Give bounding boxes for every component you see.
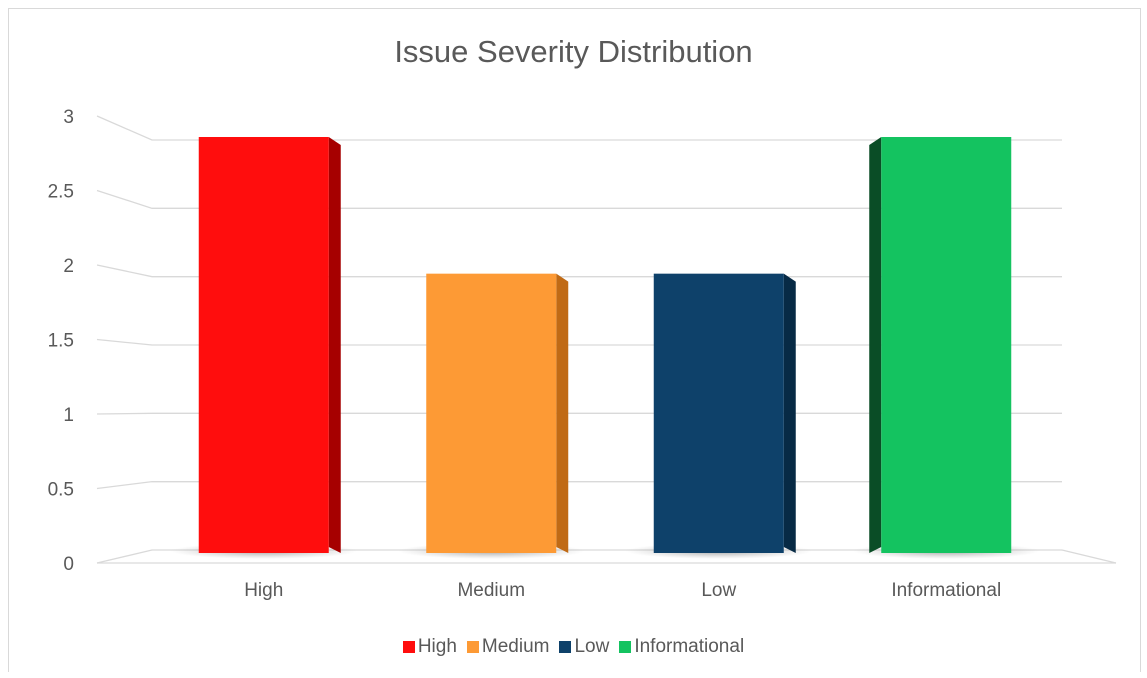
legend-label: Medium: [481, 636, 550, 657]
legend-item: Low: [559, 636, 609, 658]
x-tick-label: Low: [701, 580, 736, 601]
legend: High Medium Low Informational: [0, 636, 1147, 658]
legend-label: High: [417, 636, 457, 657]
y-tick-label: 1: [63, 405, 74, 426]
y-tick-label: 0: [63, 554, 74, 575]
gridline: [96, 115, 1062, 141]
y-tick-label: 1.5: [48, 331, 74, 352]
bar-high: [198, 137, 329, 553]
bar-medium: [426, 273, 557, 553]
legend-swatch: [402, 641, 415, 653]
bar-low: [653, 273, 784, 553]
legend-swatch: [466, 641, 479, 653]
legend-item: Informational: [619, 636, 744, 658]
bar-informational: [881, 137, 1012, 553]
legend-label: Low: [574, 636, 610, 657]
legend-swatch: [559, 641, 572, 653]
legend-label: Informational: [634, 636, 745, 657]
x-tick-label: Informational: [891, 580, 1001, 601]
bar-side: [328, 137, 341, 553]
bar-side: [556, 273, 569, 553]
chart-frame: [8, 8, 1141, 672]
legend-item: Medium: [466, 636, 550, 658]
x-tick-label: High: [244, 580, 283, 601]
bar-side: [783, 273, 796, 553]
legend-swatch: [619, 641, 632, 653]
x-tick-label: Medium: [457, 580, 525, 601]
floor-edge: [1061, 549, 1117, 564]
legend-item: High: [402, 636, 457, 658]
y-tick-label: 0.5: [48, 480, 74, 501]
y-tick-label: 2: [63, 256, 74, 277]
y-tick-label: 2.5: [48, 182, 74, 203]
gridline: [96, 189, 1062, 209]
chart-title: Issue Severity Distribution: [394, 34, 753, 69]
bar-side: [869, 137, 882, 553]
y-tick-label: 3: [63, 107, 74, 128]
bar-chart: 0 0.5 1 1.5 2 2.5 3 High Medium Low Informational: [48, 107, 1117, 601]
